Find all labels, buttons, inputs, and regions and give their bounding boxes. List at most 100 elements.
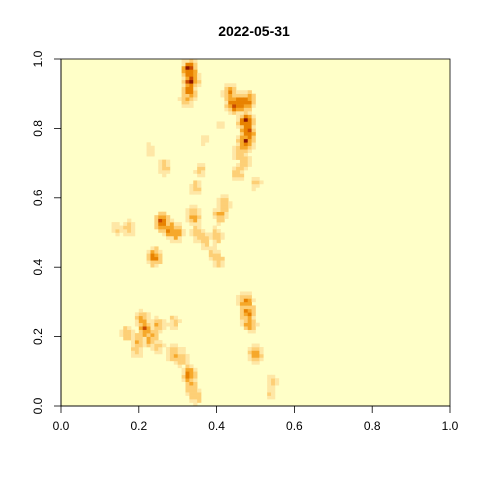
heatmap-cell	[247, 135, 252, 140]
heatmap-cell	[166, 215, 171, 219]
heatmap-cell	[138, 343, 143, 348]
heatmap-cell	[216, 229, 221, 233]
heatmap-cell	[239, 124, 245, 129]
heatmap-cell	[224, 90, 229, 94]
heatmap-cell	[247, 159, 252, 164]
heatmap-cell	[146, 322, 151, 327]
heatmap-cell	[111, 222, 116, 226]
y-tick-label: 0.8	[31, 120, 45, 137]
heatmap-cell	[271, 374, 276, 379]
heatmap-cell	[154, 222, 159, 226]
heatmap-cell	[189, 93, 194, 98]
heatmap-cell	[204, 242, 210, 247]
heatmap-cell	[204, 232, 210, 237]
heatmap-cell	[239, 111, 245, 115]
heatmap-cell	[197, 392, 202, 396]
heatmap-cell	[158, 211, 163, 216]
heatmap-cell	[212, 215, 217, 219]
heatmap-cell	[247, 298, 252, 303]
heatmap-cell	[201, 142, 206, 147]
heatmap-cell	[224, 201, 229, 206]
heatmap-cell	[236, 114, 241, 119]
heatmap-cell	[127, 326, 132, 330]
heatmap-cell	[236, 156, 241, 160]
heatmap-cell	[150, 322, 155, 327]
heatmap-cell	[251, 104, 256, 108]
heatmap-cell	[251, 315, 256, 320]
heatmap-cell	[177, 360, 182, 365]
heatmap-cell	[247, 128, 252, 133]
heatmap-cell	[173, 235, 178, 240]
heatmap-cell	[220, 260, 225, 265]
heatmap-cell	[193, 371, 198, 376]
heatmap-cell	[146, 149, 151, 153]
heatmap-cell	[127, 229, 132, 233]
heatmap-cell	[251, 114, 256, 119]
heatmap-cell	[169, 239, 175, 244]
heatmap-cell	[220, 124, 225, 129]
heatmap-cell	[123, 225, 128, 230]
heatmap-cell	[236, 149, 241, 153]
heatmap-cell	[204, 135, 210, 140]
heatmap-cell	[251, 145, 256, 150]
heatmap-cell	[247, 97, 252, 101]
heatmap-cell	[232, 104, 237, 108]
heatmap-cell	[267, 374, 272, 379]
heatmap-cell	[267, 378, 272, 383]
heatmap-cell	[150, 246, 155, 251]
heatmap-cell	[247, 315, 252, 320]
heatmap-cell	[247, 357, 252, 362]
heatmap-cell	[220, 211, 225, 216]
heatmap-cell	[239, 291, 245, 296]
heatmap-cell	[193, 183, 198, 188]
heatmap-cell	[181, 378, 186, 383]
heatmap-cell	[154, 315, 159, 320]
heatmap-cell	[216, 201, 221, 206]
heatmap-cell	[243, 301, 249, 306]
heatmap-cell	[162, 163, 167, 167]
heatmap-cell	[111, 225, 116, 230]
heatmap-cell	[197, 229, 202, 233]
heatmap-cell	[166, 166, 171, 171]
heatmap-cell	[236, 166, 241, 171]
heatmap-cell	[197, 79, 202, 84]
heatmap-cell	[239, 90, 245, 94]
heatmap-cell	[131, 329, 136, 334]
heatmap-cell	[173, 225, 178, 230]
heatmap-cell	[208, 249, 214, 254]
heatmap-cell	[271, 381, 276, 386]
heatmap-cell	[236, 93, 241, 98]
heatmap-cell	[224, 104, 229, 108]
heatmap-cell	[239, 173, 245, 178]
heatmap-cell	[224, 211, 229, 216]
heatmap-cell	[181, 360, 186, 365]
heatmap-cell	[243, 156, 249, 160]
heatmap-cell	[239, 301, 245, 306]
heatmap-cell	[123, 336, 128, 341]
heatmap-cell	[236, 97, 241, 101]
heatmap-cell	[239, 152, 245, 157]
heatmap-cell	[134, 319, 140, 324]
heatmap-cell	[158, 170, 163, 174]
heatmap-cell	[123, 232, 128, 237]
heatmap-cell	[247, 93, 252, 98]
heatmap-cell	[216, 215, 221, 219]
heatmap-cell	[158, 329, 163, 334]
heatmap-cell	[271, 388, 276, 393]
heatmap-cell	[185, 378, 190, 383]
heatmap-cell	[185, 72, 190, 77]
y-tick-label: 0.4	[31, 259, 45, 276]
heatmap-cell	[251, 187, 256, 192]
heatmap-cell	[239, 305, 245, 310]
heatmap-cell	[251, 319, 256, 324]
heatmap-cell	[247, 305, 252, 310]
heatmap-cell	[138, 340, 143, 344]
heatmap-cell	[243, 135, 249, 140]
heatmap-cell	[201, 170, 206, 174]
heatmap-cell	[189, 395, 194, 400]
heatmap-cell	[193, 97, 198, 101]
heatmap-cell	[189, 187, 194, 192]
heatmap-cell	[158, 218, 163, 223]
heatmap-cell	[138, 350, 143, 355]
